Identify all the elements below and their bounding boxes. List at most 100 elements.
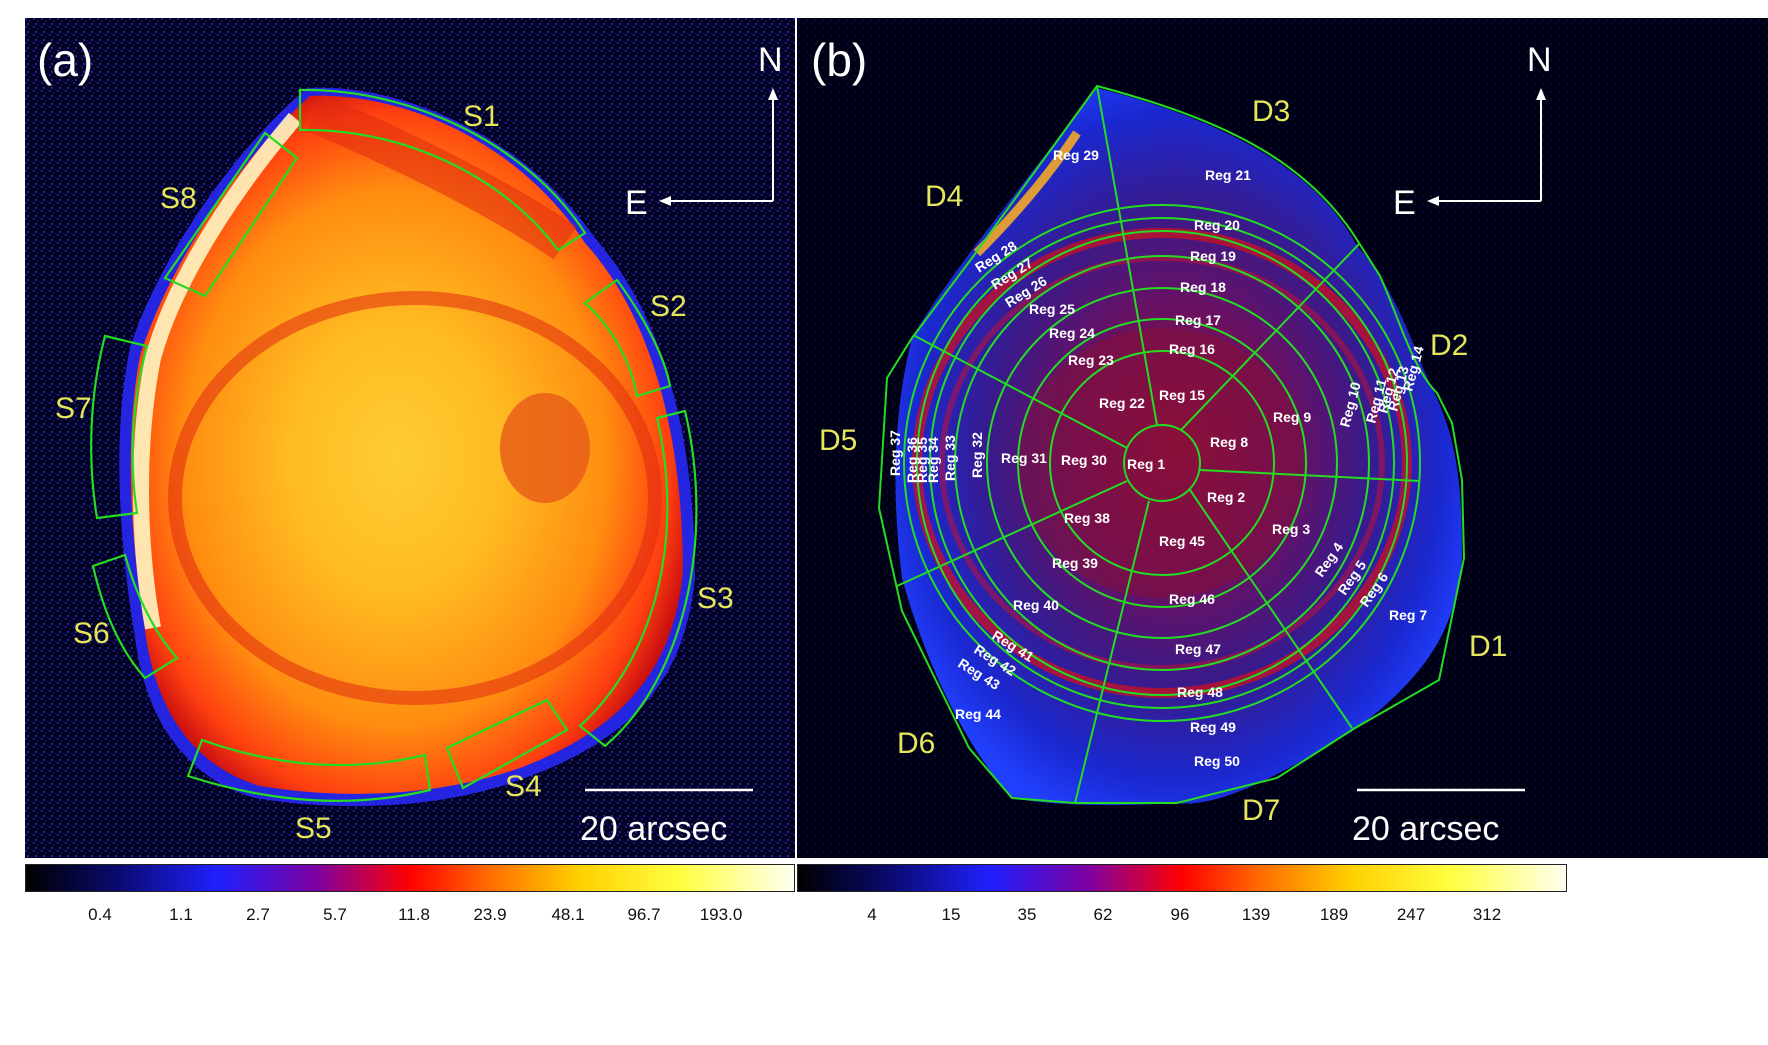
reg-1-label: Reg 1 bbox=[1127, 456, 1165, 472]
north-arrow-icon bbox=[1536, 88, 1546, 100]
region-s8-outline bbox=[163, 131, 299, 298]
reg-23-label: Reg 23 bbox=[1068, 352, 1114, 368]
remnant-outline bbox=[877, 84, 1466, 804]
colorbar-a-tick: 5.7 bbox=[323, 905, 347, 924]
reg-44-label: Reg 44 bbox=[955, 706, 1001, 722]
sector-d5-label: D5 bbox=[819, 424, 857, 457]
region-s1-outline bbox=[298, 88, 587, 252]
divider-d1-d2 bbox=[1199, 469, 1421, 482]
colorbar-a-tick: 0.4 bbox=[88, 905, 112, 924]
north-label: N bbox=[758, 41, 783, 79]
north-label: N bbox=[1527, 41, 1552, 79]
divider-d6-d7 bbox=[1074, 500, 1150, 804]
reg-37-label: Reg 37 bbox=[887, 430, 903, 476]
colorbar-a-tick: 96.7 bbox=[627, 905, 661, 924]
ring-3 bbox=[1017, 318, 1307, 608]
sector-d1-label: D1 bbox=[1469, 630, 1507, 663]
colorbar-b-tick: 139 bbox=[1241, 905, 1271, 924]
colorbar-b-tick: 247 bbox=[1396, 905, 1426, 924]
reg-25-label: Reg 25 bbox=[1029, 301, 1075, 317]
reg-22-label: Reg 22 bbox=[1099, 395, 1145, 411]
ring-6 bbox=[929, 230, 1395, 696]
reg-20-label: Reg 20 bbox=[1194, 217, 1240, 233]
region-s5-outline bbox=[186, 738, 432, 802]
region-s6-label: S6 bbox=[73, 617, 110, 650]
panel-a-image: S1 S2 S3 S4 S5 S6 S7 S8 (a) N E 20 arcse… bbox=[25, 18, 795, 858]
reg-19-label: Reg 19 bbox=[1190, 248, 1236, 264]
reg-48-label: Reg 48 bbox=[1177, 684, 1223, 700]
colorbar-a-ticks: 0.4 1.1 2.7 5.7 11.8 23.9 48.1 96.7 193.… bbox=[25, 905, 795, 935]
panel-b-region-grid bbox=[877, 84, 1466, 804]
colorbar-b-tick: 35 bbox=[1017, 905, 1037, 924]
colorbar-a-tick: 193.0 bbox=[699, 905, 743, 924]
region-s7-outline bbox=[90, 334, 149, 520]
region-s5-label: S5 bbox=[295, 812, 332, 845]
colorbar-b-tick: 4 bbox=[867, 905, 877, 924]
reg-40-label: Reg 40 bbox=[1013, 597, 1059, 613]
reg-30-label: Reg 30 bbox=[1061, 452, 1107, 468]
colorbar-b-tick: 62 bbox=[1093, 905, 1113, 924]
colorbar-b-ticks: 4 15 35 62 96 139 189 247 312 bbox=[797, 905, 1567, 935]
reg-17-label: Reg 17 bbox=[1175, 312, 1221, 328]
sector-d3-label: D3 bbox=[1252, 95, 1290, 128]
panel-b-compass: N E bbox=[1393, 41, 1552, 222]
panel-b-label: (b) bbox=[811, 34, 867, 86]
colorbar-b bbox=[797, 864, 1567, 892]
divider-d7-d1 bbox=[1189, 489, 1353, 729]
reg-46-label: Reg 46 bbox=[1169, 591, 1215, 607]
region-s2-label: S2 bbox=[650, 290, 687, 323]
divider-d3-d4 bbox=[1096, 85, 1158, 426]
east-label: E bbox=[1393, 184, 1416, 222]
reg-29-label: Reg 29 bbox=[1053, 147, 1099, 163]
region-s6-outline bbox=[91, 553, 179, 680]
ring-4 bbox=[986, 287, 1338, 639]
panel-a-label: (a) bbox=[37, 34, 93, 86]
reg-33-label: Reg 33 bbox=[942, 435, 958, 481]
divider-d5-d6 bbox=[896, 480, 1128, 587]
region-s3-outline bbox=[578, 409, 698, 748]
colorbar-a bbox=[25, 864, 795, 892]
reg-21-label: Reg 21 bbox=[1205, 167, 1251, 183]
reg-50-label: Reg 50 bbox=[1194, 753, 1240, 769]
east-arrow-icon bbox=[1427, 196, 1439, 206]
reg-8-label: Reg 8 bbox=[1210, 434, 1248, 450]
reg-39-label: Reg 39 bbox=[1052, 555, 1098, 571]
colorbar-b-tick: 96 bbox=[1170, 905, 1190, 924]
region-s1-label: S1 bbox=[463, 100, 500, 133]
reg-18-label: Reg 18 bbox=[1180, 279, 1226, 295]
ring-8 bbox=[903, 204, 1421, 722]
region-s4-outline bbox=[445, 698, 569, 790]
east-arrow-icon bbox=[659, 196, 671, 206]
divider-d2-d3 bbox=[1180, 242, 1361, 431]
panel-b-image: D1 D2 D3 D4 D5 D6 D7 Reg 1 Reg 2 Reg 3 R… bbox=[797, 18, 1768, 858]
reg-9-label: Reg 9 bbox=[1273, 409, 1311, 425]
reg-7-label: Reg 7 bbox=[1389, 607, 1427, 623]
reg-3-label: Reg 3 bbox=[1272, 521, 1310, 537]
region-s7-label: S7 bbox=[55, 392, 92, 425]
reg-35-label: Reg 35 bbox=[914, 437, 930, 483]
reg-38-label: Reg 38 bbox=[1064, 510, 1110, 526]
colorbar-b-tick: 15 bbox=[941, 905, 961, 924]
reg-32-label: Reg 32 bbox=[969, 432, 985, 478]
region-s3-label: S3 bbox=[697, 582, 734, 615]
sector-d4-label: D4 bbox=[925, 180, 963, 213]
ring-2 bbox=[1049, 350, 1275, 576]
reg-49-label: Reg 49 bbox=[1190, 719, 1236, 735]
reg-31-label: Reg 31 bbox=[1001, 450, 1047, 466]
ring-1 bbox=[1123, 424, 1201, 502]
region-s2-outline bbox=[583, 278, 672, 398]
panel-a-scale-bar-label: 20 arcsec bbox=[580, 810, 727, 848]
colorbar-b-tick: 189 bbox=[1319, 905, 1349, 924]
colorbar-a-tick: 48.1 bbox=[551, 905, 585, 924]
east-label: E bbox=[625, 184, 648, 222]
ring-5 bbox=[954, 255, 1370, 671]
reg-15-label: Reg 15 bbox=[1159, 387, 1205, 403]
reg-2-label: Reg 2 bbox=[1207, 489, 1245, 505]
colorbar-a-tick: 2.7 bbox=[246, 905, 270, 924]
reg-16-label: Reg 16 bbox=[1169, 341, 1215, 357]
panel-a-compass: N E bbox=[625, 41, 783, 222]
panel-a-region-outlines bbox=[90, 88, 698, 802]
north-arrow-icon bbox=[768, 88, 778, 100]
reg-47-label: Reg 47 bbox=[1175, 641, 1221, 657]
sector-d2-label: D2 bbox=[1430, 329, 1468, 362]
